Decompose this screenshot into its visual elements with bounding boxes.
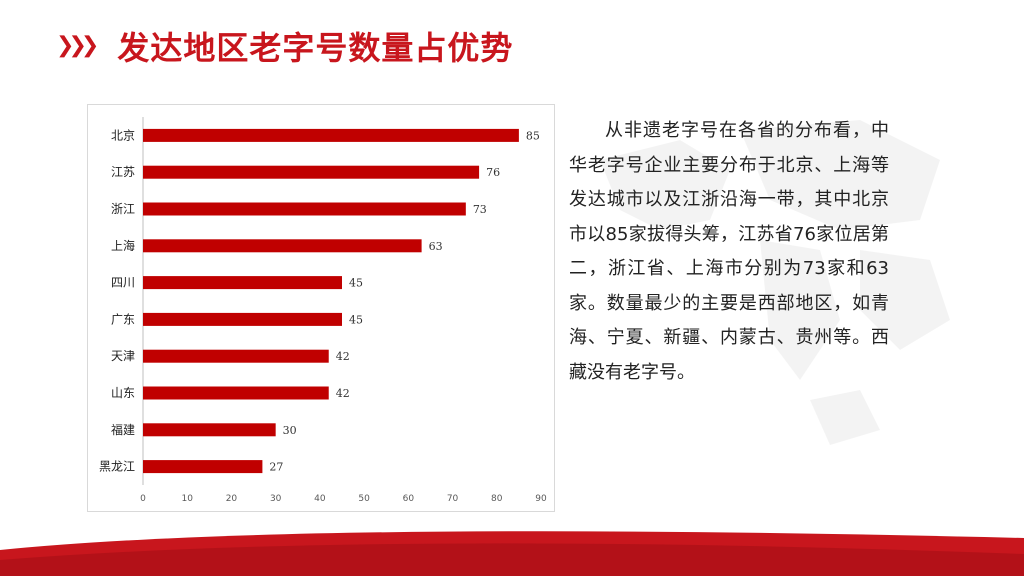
description-paragraph: 从非遗老字号在各省的分布看，中华老字号企业主要分布于北京、上海等发达城市以及江浙…: [569, 120, 889, 383]
category-label: 福建: [111, 422, 135, 437]
category-label: 北京: [111, 128, 135, 142]
data-label: 85: [526, 129, 540, 142]
data-label: 76: [486, 166, 500, 179]
bottom-decoration: [0, 531, 1024, 576]
bar: [143, 202, 466, 216]
category-label: 山东: [111, 386, 135, 400]
bar: [143, 276, 342, 290]
bar: [143, 312, 342, 326]
bar: [143, 128, 519, 142]
category-label: 黑龙江: [99, 460, 135, 474]
category-label: 上海: [111, 238, 135, 253]
category-label: 江苏: [111, 165, 135, 179]
category-label: 浙江: [111, 202, 135, 216]
title-bar: ❯ ❯ ❯ 发达地区老字号数量占优势: [56, 24, 513, 68]
x-tick-label: 60: [403, 494, 415, 504]
category-label: 天津: [111, 349, 135, 363]
x-tick-label: 20: [226, 494, 238, 504]
bar: [143, 349, 329, 363]
data-label: 27: [269, 461, 283, 474]
x-tick-label: 40: [314, 494, 326, 504]
bar: [143, 239, 422, 253]
category-label: 广东: [111, 312, 135, 326]
data-label: 45: [349, 313, 363, 326]
data-label: 30: [283, 424, 297, 437]
page-title: 发达地区老字号数量占优势: [117, 29, 514, 67]
data-label: 42: [336, 387, 350, 400]
data-label: 42: [336, 350, 350, 363]
bar: [143, 423, 276, 437]
x-tick-label: 70: [447, 494, 459, 504]
chevron-right-icon: ❯ ❯ ❯: [56, 33, 100, 58]
x-tick-label: 80: [491, 494, 503, 504]
bar: [143, 165, 480, 179]
x-tick-label: 10: [181, 494, 193, 504]
bar: [143, 460, 263, 474]
x-tick-label: 0: [140, 494, 146, 504]
data-label: 45: [349, 277, 363, 290]
world-map-icon: [600, 120, 950, 445]
data-label: 73: [473, 203, 487, 216]
bar: [143, 386, 329, 400]
bar-chart: 北京 85 江苏 76 浙江 73 上海 63 四川 45 广东 45 天津 42 山东 42 福建 30 黑龙江 2…: [87, 104, 555, 512]
x-tick-label: 50: [358, 494, 370, 504]
chart-canvas: 北京 85 江苏 76 浙江 73 上海 63 四川 45 广东 45 天津 42 山东 42 福建 30 黑龙江 2…: [99, 117, 547, 504]
category-label: 四川: [111, 276, 135, 290]
x-tick-label: 30: [270, 494, 282, 504]
data-label: 63: [429, 240, 443, 253]
x-tick-label: 90: [535, 494, 547, 504]
